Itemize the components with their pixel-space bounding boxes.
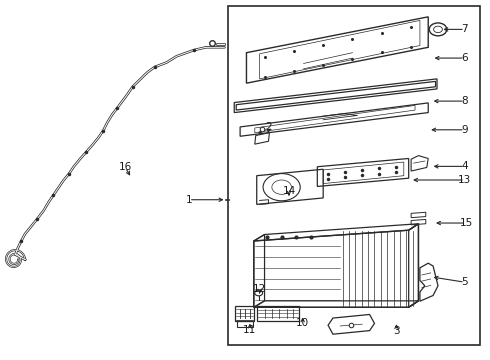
Text: 15: 15: [460, 218, 473, 228]
Text: 11: 11: [243, 325, 256, 335]
Text: 2: 2: [265, 122, 272, 132]
Text: 14: 14: [282, 186, 295, 197]
Text: 4: 4: [462, 161, 468, 171]
Text: 12: 12: [253, 284, 266, 294]
Text: 3: 3: [393, 325, 400, 336]
Text: 10: 10: [296, 319, 309, 328]
Text: 5: 5: [462, 277, 468, 287]
Text: 6: 6: [462, 53, 468, 63]
Text: 1: 1: [186, 195, 192, 205]
Text: 13: 13: [458, 175, 471, 185]
Text: 16: 16: [119, 162, 132, 172]
Text: 7: 7: [462, 24, 468, 35]
Bar: [228, 6, 480, 345]
Text: 8: 8: [462, 96, 468, 106]
Text: 9: 9: [462, 125, 468, 135]
